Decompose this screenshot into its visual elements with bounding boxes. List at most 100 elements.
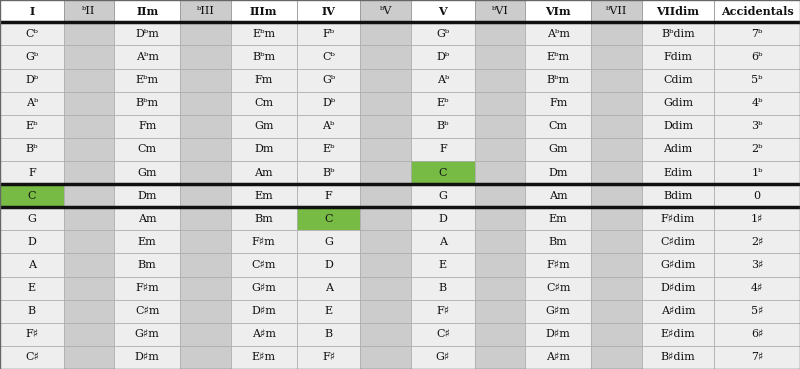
Text: IV: IV	[322, 6, 335, 17]
Bar	[230, 207, 297, 230]
Bar	[474, 69, 526, 92]
Bar	[230, 346, 297, 369]
Text: B: B	[438, 283, 447, 293]
Text: 7♯: 7♯	[751, 352, 763, 362]
Bar	[180, 276, 230, 300]
Bar	[297, 69, 361, 92]
Bar	[0, 23, 64, 45]
Bar	[114, 207, 180, 230]
Bar	[230, 0, 297, 23]
Bar	[361, 184, 411, 207]
Bar	[642, 323, 714, 346]
Bar	[474, 23, 526, 45]
Text: C: C	[28, 191, 36, 201]
Bar	[297, 346, 361, 369]
Bar	[474, 138, 526, 161]
Bar	[64, 230, 114, 254]
Bar	[361, 115, 411, 138]
Text: C: C	[324, 214, 333, 224]
Text: G♯: G♯	[436, 352, 450, 362]
Bar	[642, 45, 714, 69]
Bar	[411, 300, 474, 323]
Bar	[474, 184, 526, 207]
Bar	[361, 346, 411, 369]
Text: Aᵇm: Aᵇm	[546, 29, 570, 39]
Bar	[411, 69, 474, 92]
Bar	[0, 300, 64, 323]
Text: Fᵇ: Fᵇ	[322, 29, 334, 39]
Text: G♯m: G♯m	[546, 306, 570, 316]
Bar	[114, 161, 180, 184]
Bar	[0, 254, 64, 276]
Text: A♯m: A♯m	[252, 330, 276, 339]
Bar	[642, 276, 714, 300]
Bar	[361, 138, 411, 161]
Bar	[297, 300, 361, 323]
Bar	[361, 92, 411, 115]
Bar	[411, 207, 474, 230]
Bar	[64, 69, 114, 92]
Bar	[230, 23, 297, 45]
Bar	[526, 346, 591, 369]
Text: Eᵇm: Eᵇm	[546, 52, 570, 62]
Text: A♯dim: A♯dim	[661, 306, 695, 316]
Text: E♯m: E♯m	[252, 352, 276, 362]
Text: C♯m: C♯m	[546, 283, 570, 293]
Bar	[180, 161, 230, 184]
Bar	[64, 300, 114, 323]
Bar	[526, 0, 591, 23]
Bar	[591, 207, 642, 230]
Bar	[714, 300, 800, 323]
Bar	[114, 323, 180, 346]
Text: D: D	[324, 260, 333, 270]
Bar	[526, 323, 591, 346]
Bar	[0, 69, 64, 92]
Bar	[64, 207, 114, 230]
Text: D♯m: D♯m	[135, 352, 160, 362]
Bar	[591, 230, 642, 254]
Text: Eᵇ: Eᵇ	[322, 145, 335, 155]
Text: C♯dim: C♯dim	[661, 237, 695, 247]
Text: Gᵇ: Gᵇ	[26, 52, 38, 62]
Bar	[180, 230, 230, 254]
Text: 0: 0	[754, 191, 761, 201]
Bar	[642, 115, 714, 138]
Bar	[411, 0, 474, 23]
Bar	[297, 23, 361, 45]
Bar	[591, 300, 642, 323]
Bar	[297, 161, 361, 184]
Bar	[180, 300, 230, 323]
Text: Eᵇm: Eᵇm	[252, 29, 275, 39]
Bar	[411, 138, 474, 161]
Bar	[0, 230, 64, 254]
Bar	[591, 0, 642, 23]
Text: D♯m: D♯m	[251, 306, 276, 316]
Text: Gm: Gm	[549, 145, 568, 155]
Text: Fdim: Fdim	[663, 52, 693, 62]
Bar	[642, 230, 714, 254]
Bar	[714, 0, 800, 23]
Text: Fm: Fm	[138, 121, 157, 131]
Bar	[361, 23, 411, 45]
Bar	[114, 346, 180, 369]
Bar	[411, 23, 474, 45]
Text: G♯m: G♯m	[251, 283, 276, 293]
Bar	[411, 92, 474, 115]
Text: Bᵇ: Bᵇ	[26, 145, 38, 155]
Bar	[591, 346, 642, 369]
Bar	[474, 161, 526, 184]
Bar	[411, 276, 474, 300]
Bar	[0, 346, 64, 369]
Text: 2♯: 2♯	[751, 237, 763, 247]
Text: F: F	[439, 145, 446, 155]
Text: B♯dim: B♯dim	[661, 352, 695, 362]
Bar	[591, 69, 642, 92]
Text: Bᵇ: Bᵇ	[322, 168, 335, 177]
Text: Eᵇ: Eᵇ	[437, 98, 449, 108]
Text: ᵇV: ᵇV	[379, 6, 392, 16]
Text: ᵇIII: ᵇIII	[197, 6, 214, 16]
Bar	[297, 207, 361, 230]
Bar	[180, 346, 230, 369]
Text: B: B	[28, 306, 36, 316]
Text: Cdim: Cdim	[663, 75, 693, 85]
